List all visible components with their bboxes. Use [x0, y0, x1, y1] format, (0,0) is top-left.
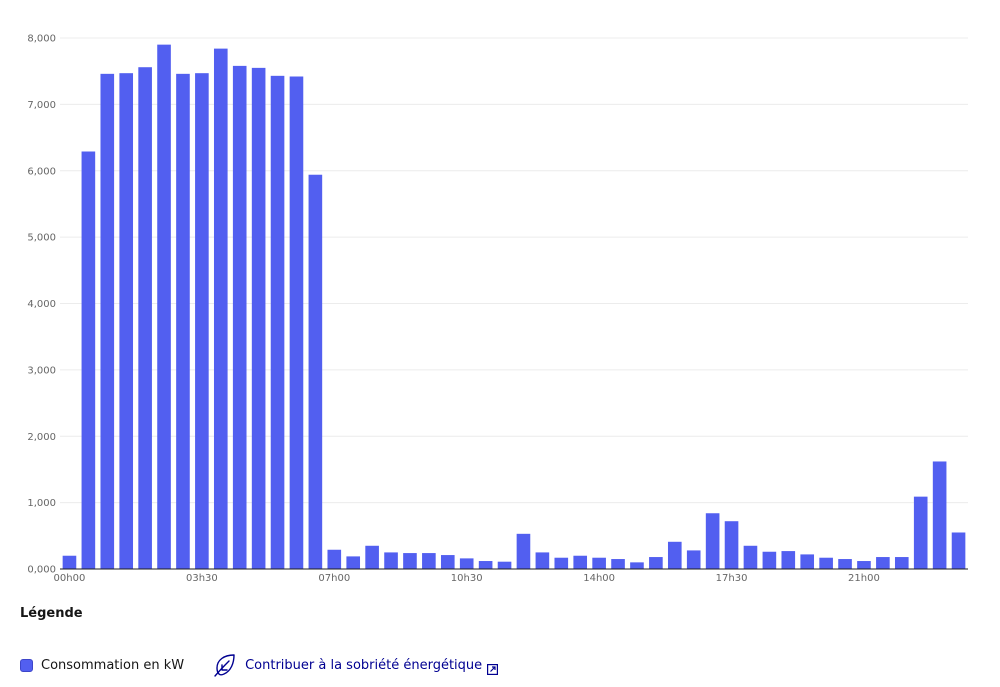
bar[interactable] — [119, 73, 134, 570]
bar[interactable] — [213, 48, 228, 570]
y-tick-label: 7,000 — [27, 100, 56, 111]
x-tick-label: 07h00 — [318, 573, 350, 584]
bar[interactable] — [270, 75, 285, 569]
bar[interactable] — [327, 549, 342, 569]
bar[interactable] — [440, 555, 455, 569]
bar[interactable] — [81, 151, 96, 570]
bar[interactable] — [743, 545, 758, 569]
bar[interactable] — [365, 545, 379, 569]
y-tick-label: 5,000 — [27, 233, 56, 244]
legend-series-label: Consommation en kW — [41, 657, 185, 673]
bar[interactable] — [478, 561, 493, 569]
bar[interactable] — [62, 555, 77, 569]
bar[interactable] — [819, 557, 833, 569]
bar[interactable] — [876, 557, 890, 569]
bar[interactable] — [195, 73, 209, 570]
bar[interactable] — [573, 555, 588, 569]
sobriety-link-text: Contribuer à la sobriété énergétique — [245, 657, 483, 673]
x-tick-label: 17h30 — [716, 573, 748, 584]
bar[interactable] — [913, 496, 928, 569]
y-tick-label: 4,000 — [27, 299, 56, 310]
bar[interactable] — [951, 532, 966, 569]
bar[interactable] — [422, 553, 436, 569]
bar[interactable] — [630, 562, 644, 569]
bar-series — [62, 44, 966, 570]
bar[interactable] — [384, 552, 398, 569]
bar[interactable] — [516, 533, 531, 569]
bar[interactable] — [762, 551, 777, 569]
legend-swatch — [20, 658, 33, 672]
y-tick-label: 8,000 — [27, 34, 56, 45]
y-tick-label: 3,000 — [27, 365, 56, 376]
consumption-chart: 0,000 1,000 2,000 3,000 4,000 5,000 6,000 7,000… — [27, 34, 968, 584]
bar[interactable] — [157, 44, 171, 569]
bar[interactable] — [724, 521, 739, 569]
bar[interactable] — [289, 76, 304, 570]
bar[interactable] — [176, 73, 190, 569]
sobriety-link[interactable]: Contribuer à la sobriété énergétique — [212, 652, 499, 678]
bar[interactable] — [592, 557, 606, 569]
bar[interactable] — [403, 553, 417, 569]
bar[interactable] — [308, 174, 323, 570]
x-axis: 00h00 03h30 07h00 10h30 14h00 17h30 21h00 — [54, 568, 968, 584]
gridlines — [60, 37, 968, 504]
bar[interactable] — [838, 559, 852, 569]
y-tick-label: 0,000 — [27, 565, 56, 576]
x-tick-label: 03h30 — [186, 573, 218, 584]
legend: Consommation en kW Contribuer à la sobri… — [20, 650, 499, 680]
y-axis: 0,000 1,000 2,000 3,000 4,000 5,000 6,000 7,000… — [27, 34, 56, 576]
bar[interactable] — [781, 551, 796, 569]
x-tick-label: 21h00 — [848, 573, 880, 584]
y-tick-label: 6,000 — [27, 166, 56, 177]
bar[interactable] — [554, 557, 569, 569]
bar[interactable] — [800, 554, 815, 569]
x-tick-label: 14h00 — [583, 573, 615, 584]
bar[interactable] — [497, 561, 512, 569]
bar[interactable] — [857, 561, 871, 569]
x-tick-label: 10h30 — [451, 573, 483, 584]
bar[interactable] — [346, 556, 361, 569]
bar[interactable] — [459, 558, 474, 569]
bar[interactable] — [932, 461, 947, 569]
bar[interactable] — [232, 65, 247, 569]
bar[interactable] — [251, 67, 266, 570]
bar[interactable] — [649, 557, 663, 569]
bar[interactable] — [138, 67, 152, 570]
bar[interactable] — [611, 559, 625, 569]
bar[interactable] — [667, 541, 682, 569]
y-tick-label: 2,000 — [27, 432, 56, 443]
bar[interactable] — [100, 73, 115, 569]
bar[interactable] — [894, 557, 909, 569]
bar[interactable] — [705, 513, 720, 569]
external-link-icon — [487, 660, 499, 675]
legend-title: Légende — [20, 606, 83, 621]
x-tick-label: 00h00 — [54, 573, 86, 584]
bar[interactable] — [686, 550, 701, 569]
bar[interactable] — [535, 552, 550, 569]
y-tick-label: 1,000 — [27, 498, 56, 509]
leaf-icon — [212, 652, 238, 678]
